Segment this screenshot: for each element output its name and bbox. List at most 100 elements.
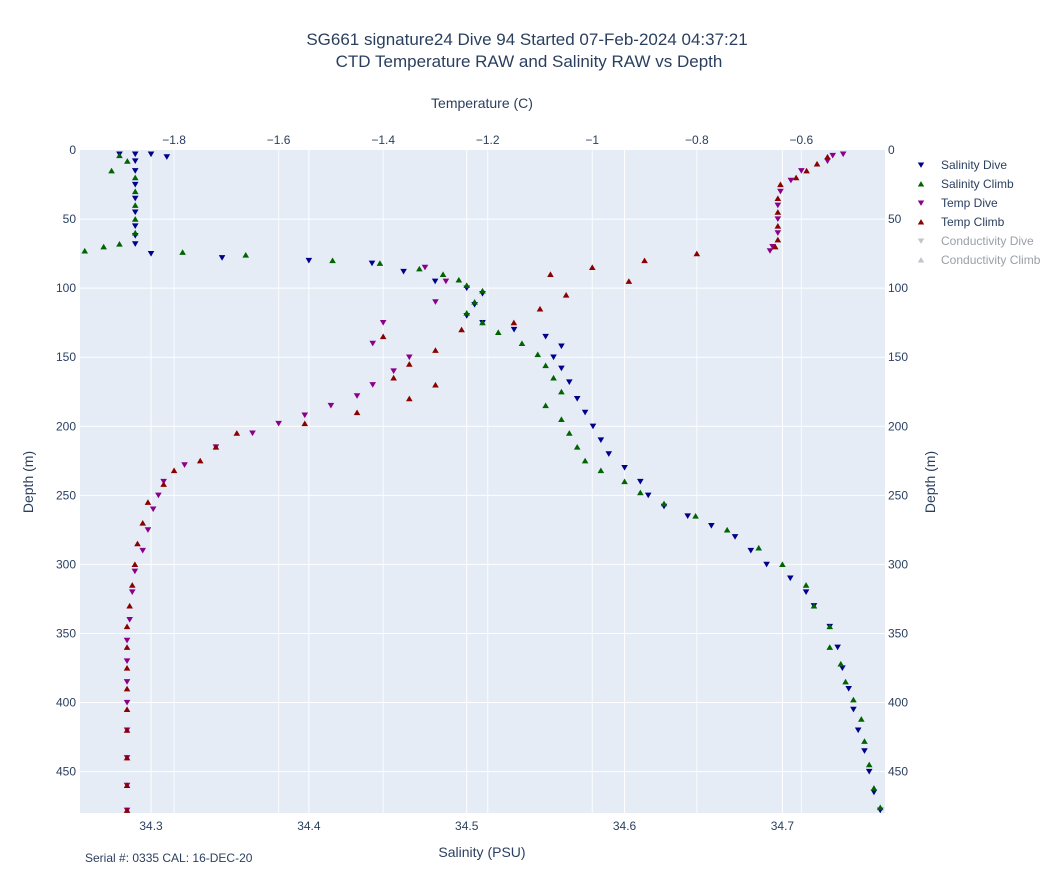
data-point: [850, 706, 857, 713]
x-top-tick-label: −1: [585, 133, 599, 147]
data-point: [463, 310, 471, 316]
y-tick-label-left: 200: [56, 419, 76, 433]
data-point: [128, 589, 136, 595]
axis-ticks: 0 0 50 50 100 100 150 150 200 200 250 250 300 300 350 3…: [56, 133, 908, 833]
x-top-tick-label: −1.6: [267, 133, 291, 147]
data-point: [123, 658, 131, 665]
legend-marker: [917, 200, 925, 206]
data-point: [558, 343, 565, 350]
legend-label: Conductivity Climb: [941, 253, 1041, 267]
data-point: [249, 430, 256, 437]
data-point: [792, 174, 800, 181]
data-point: [826, 623, 834, 630]
data-point: [842, 678, 849, 685]
data-point: [692, 513, 699, 519]
data-point: [774, 209, 782, 215]
data-point: [116, 152, 123, 159]
legend-label: Salinity Climb: [941, 177, 1014, 191]
data-point: [534, 351, 542, 358]
data-point: [126, 602, 133, 609]
data-point: [327, 402, 335, 409]
y-tick-label-left: 150: [56, 350, 76, 364]
legend-label: Conductivity Dive: [941, 234, 1034, 248]
legend-item-conductivity-climb[interactable]: Conductivity Climb: [917, 253, 1041, 267]
data-point: [305, 257, 313, 264]
data-point: [660, 500, 668, 507]
data-point: [536, 305, 544, 312]
data-point: [777, 188, 784, 195]
data-point: [163, 154, 171, 160]
x-bottom-axis-title: Salinity (PSU): [438, 844, 525, 860]
x-bottom-tick-label: 34.6: [613, 819, 637, 833]
x-top-axis-title: Temperature (C): [431, 95, 533, 111]
data-point: [329, 257, 336, 264]
legend: Salinity Dive Salinity Climb Temp Dive Temp…: [917, 158, 1041, 267]
series-salinity-dive: [116, 151, 884, 814]
data-point: [123, 754, 131, 761]
data-point: [390, 374, 397, 381]
legend-marker: [917, 257, 925, 263]
chart-title-line1: SG661 signature24 Dive 94 Started 07-Feb…: [306, 30, 747, 49]
y-left-axis-title: Depth (m): [20, 451, 36, 513]
data-point: [212, 443, 220, 450]
data-point: [637, 489, 644, 496]
data-point: [160, 481, 167, 487]
data-point: [406, 395, 413, 402]
data-point: [802, 582, 810, 588]
data-point: [406, 354, 413, 361]
x-top-tick-label: −0.8: [685, 133, 709, 147]
data-point: [777, 181, 784, 188]
data-point: [353, 393, 361, 399]
y-tick-label-left: 250: [56, 488, 76, 502]
data-point: [861, 748, 868, 754]
data-point: [802, 589, 810, 595]
data-point: [766, 248, 774, 254]
data-point: [390, 368, 397, 374]
legend-item-temp-dive[interactable]: Temp Dive: [917, 196, 998, 210]
data-point: [123, 644, 131, 650]
data-point: [147, 250, 155, 257]
x-bottom-tick-label: 34.5: [455, 819, 479, 833]
legend-item-salinity-dive[interactable]: Salinity Dive: [917, 158, 1008, 172]
legend-item-temp-climb[interactable]: Temp Climb: [917, 215, 1005, 229]
data-point: [621, 478, 628, 485]
legend-marker: [917, 181, 925, 187]
data-point: [542, 333, 549, 340]
data-point: [144, 499, 152, 505]
data-point: [763, 561, 770, 568]
legend-item-conductivity-dive[interactable]: Conductivity Dive: [917, 234, 1034, 248]
y-tick-label-left: 300: [56, 557, 76, 571]
data-point: [144, 527, 152, 533]
legend-label: Salinity Dive: [941, 158, 1007, 172]
data-point: [439, 271, 447, 277]
data-point: [693, 250, 701, 257]
data-point: [558, 388, 565, 395]
data-point: [431, 278, 439, 285]
data-point: [242, 252, 250, 258]
data-point: [755, 544, 763, 551]
legend-item-salinity-climb[interactable]: Salinity Climb: [917, 177, 1014, 191]
data-point: [442, 278, 450, 285]
plot-area[interactable]: [80, 150, 885, 813]
data-point: [510, 326, 518, 333]
legend-marker: [917, 219, 925, 225]
y-tick-label-right: 150: [888, 350, 908, 364]
data-point: [813, 160, 821, 167]
y-tick-label-right: 50: [888, 212, 902, 226]
series-temp-climb: [123, 153, 831, 813]
y-tick-label-right: 350: [888, 626, 908, 640]
chart-title-line2: CTD Temperature RAW and Salinity RAW vs …: [336, 52, 723, 71]
data-point: [625, 278, 633, 284]
data-point: [123, 664, 131, 671]
data-point: [131, 209, 139, 216]
y-tick-label-right: 400: [888, 696, 908, 710]
data-point: [379, 333, 387, 340]
data-point: [870, 789, 878, 796]
data-point: [850, 696, 857, 703]
y-tick-label-left: 400: [56, 696, 76, 710]
legend-marker: [917, 162, 925, 168]
data-point: [829, 152, 837, 159]
data-point: [573, 395, 581, 402]
data-point: [824, 153, 831, 160]
data-point: [644, 492, 652, 499]
